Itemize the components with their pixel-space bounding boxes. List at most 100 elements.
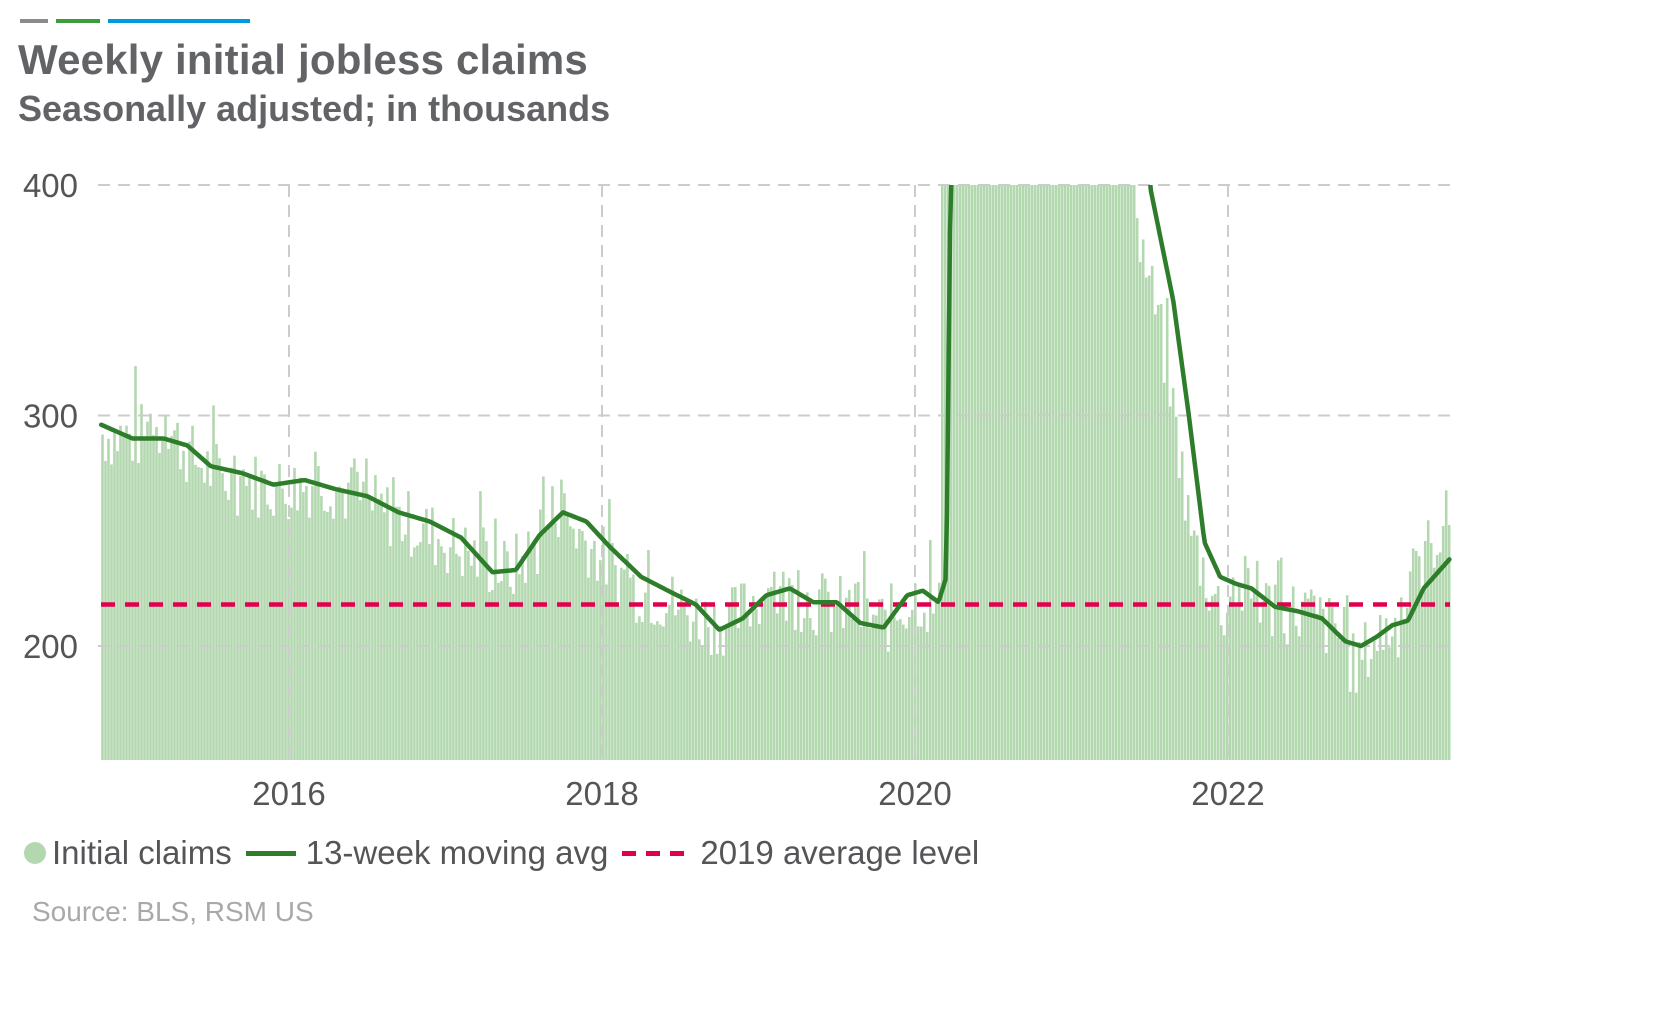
- bar: [1108, 185, 1112, 760]
- bar: [707, 627, 710, 760]
- bar: [1369, 659, 1373, 760]
- bar: [188, 441, 191, 760]
- bar: [785, 620, 788, 760]
- bar: [656, 621, 659, 760]
- bar: [203, 482, 206, 760]
- bar: [572, 528, 575, 760]
- bar: [881, 598, 884, 760]
- bar: [803, 618, 806, 760]
- legend: Initial claims 13-week moving avg 2019 a…: [24, 833, 989, 873]
- bar: [737, 628, 740, 760]
- bar: [1342, 606, 1346, 760]
- bar: [1010, 185, 1013, 760]
- bar: [1438, 552, 1442, 760]
- bar: [122, 437, 125, 760]
- bar: [1345, 595, 1349, 760]
- bar: [128, 433, 131, 760]
- bar: [899, 619, 902, 760]
- bar: [1351, 633, 1355, 760]
- bar: [758, 623, 761, 760]
- y-tick-label: 200: [23, 628, 78, 665]
- bar: [515, 533, 518, 760]
- bar: [713, 605, 716, 760]
- bar: [440, 546, 443, 760]
- bar: [1061, 185, 1064, 760]
- bar: [1378, 614, 1382, 760]
- bar: [1171, 388, 1175, 760]
- bar: [1276, 560, 1280, 760]
- bar: [1306, 598, 1310, 760]
- bar: [104, 461, 107, 760]
- bar: [1081, 185, 1085, 760]
- bar: [266, 504, 269, 760]
- bar: [521, 555, 524, 760]
- bar: [458, 556, 461, 760]
- bar: [1192, 530, 1196, 760]
- bar: [1399, 597, 1403, 760]
- bar: [350, 467, 353, 760]
- bar: [836, 602, 839, 760]
- bar: [386, 487, 389, 760]
- bar: [782, 571, 785, 760]
- bar: [842, 627, 845, 760]
- bar: [1186, 495, 1190, 760]
- bar: [557, 537, 560, 760]
- bar: [1064, 185, 1067, 760]
- bar: [1333, 623, 1337, 760]
- bar: [968, 185, 971, 760]
- bar: [284, 503, 287, 760]
- bar: [851, 618, 854, 760]
- bar: [908, 617, 911, 760]
- bar: [827, 591, 830, 760]
- bar: [272, 515, 275, 760]
- bar: [329, 506, 332, 760]
- bar: [1312, 595, 1316, 760]
- bar: [149, 413, 152, 760]
- bar: [680, 589, 683, 760]
- bar: [131, 460, 134, 760]
- bar: [1237, 583, 1241, 760]
- bar: [878, 599, 881, 760]
- bar: [1354, 692, 1358, 760]
- moving-average-line: [98, 185, 1452, 649]
- moving-avg-line-icon: [245, 850, 296, 856]
- bar: [344, 518, 347, 760]
- bar: [1285, 644, 1289, 760]
- bar: [239, 476, 242, 760]
- legend-item-2019-average: 2019 average level: [618, 834, 979, 872]
- bar: [431, 507, 434, 760]
- bar: [1366, 676, 1370, 760]
- bar: [398, 506, 401, 760]
- bar: [1073, 185, 1076, 760]
- bar: [860, 627, 863, 760]
- bar: [359, 500, 362, 760]
- bar: [1007, 185, 1010, 760]
- bar: [830, 632, 833, 760]
- bar: [1207, 610, 1211, 760]
- bar: [650, 622, 653, 760]
- bar: [962, 185, 965, 760]
- bar: [416, 545, 419, 760]
- bar: [491, 590, 494, 760]
- bar: [1357, 642, 1361, 760]
- bar: [113, 429, 116, 760]
- bar: [320, 496, 323, 760]
- bar: [524, 582, 527, 760]
- bar: [809, 618, 812, 760]
- bar: [194, 464, 197, 760]
- bar: [245, 485, 248, 760]
- bar: [479, 491, 482, 760]
- bar: [1360, 659, 1364, 760]
- bar: [1321, 608, 1325, 760]
- bar: [335, 491, 338, 760]
- bar: [1330, 607, 1334, 760]
- bar: [1423, 541, 1427, 760]
- bar: [1414, 550, 1418, 760]
- bar: [1132, 185, 1136, 760]
- bar: [1384, 618, 1388, 760]
- bar: [1390, 636, 1394, 760]
- bar: [596, 580, 599, 760]
- bar: [290, 507, 293, 760]
- bar: [647, 550, 650, 760]
- bar: [134, 366, 137, 760]
